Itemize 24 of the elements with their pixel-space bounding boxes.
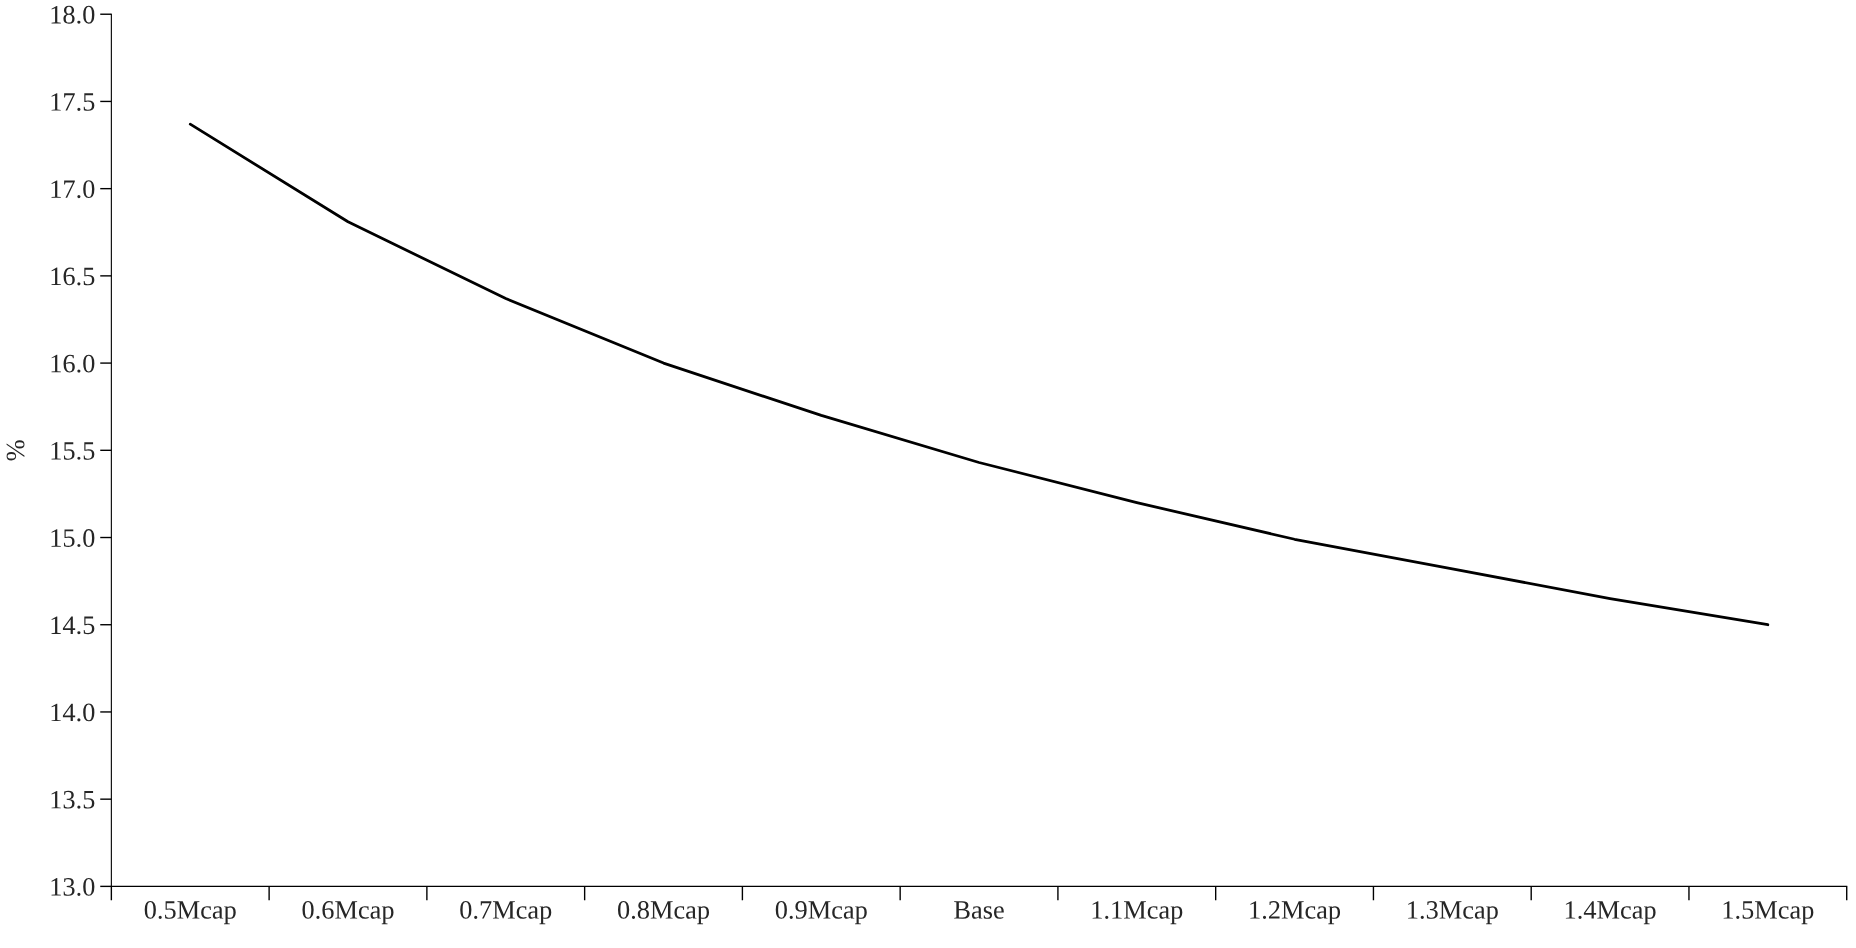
x-tick-label: 1.3Mcap [1408,901,1498,925]
x-tick-label: 0.8Mcap [617,901,710,925]
x-tick-label: 0.7Mcap [460,901,552,925]
x-tick-label: 1.4Mcap [1565,901,1656,925]
y-axis-title: % [6,440,25,461]
x-tick-label: Base [954,901,1004,919]
x-tick-label: 0.9Mcap [775,901,867,925]
x-tick-label: 1.2Mcap [1250,901,1341,925]
y-tick-label: 13.0 [51,877,95,896]
y-tick-label: 15.5 [51,442,95,460]
y-tick-label: 17.0 [51,180,95,199]
y-tick-label: 15.0 [51,529,95,548]
y-tick-label: 13.5 [51,790,95,809]
y-tick-label: 17.5 [51,93,95,111]
y-tick-label: 14.0 [51,703,95,722]
line-series [188,122,1770,627]
y-tick-label: 16.5 [51,267,95,286]
y-tick-label: 14.5 [51,616,95,635]
x-tick-label: 1.5Mcap [1723,901,1814,925]
x-tick-label: 0.5Mcap [144,901,236,925]
x-tick-label: 1.1Mcap [1092,901,1183,925]
y-tick-label: 18.0 [51,5,95,24]
x-tick-label: 0.6Mcap [302,901,394,925]
y-tick-label: 16.0 [51,354,95,373]
